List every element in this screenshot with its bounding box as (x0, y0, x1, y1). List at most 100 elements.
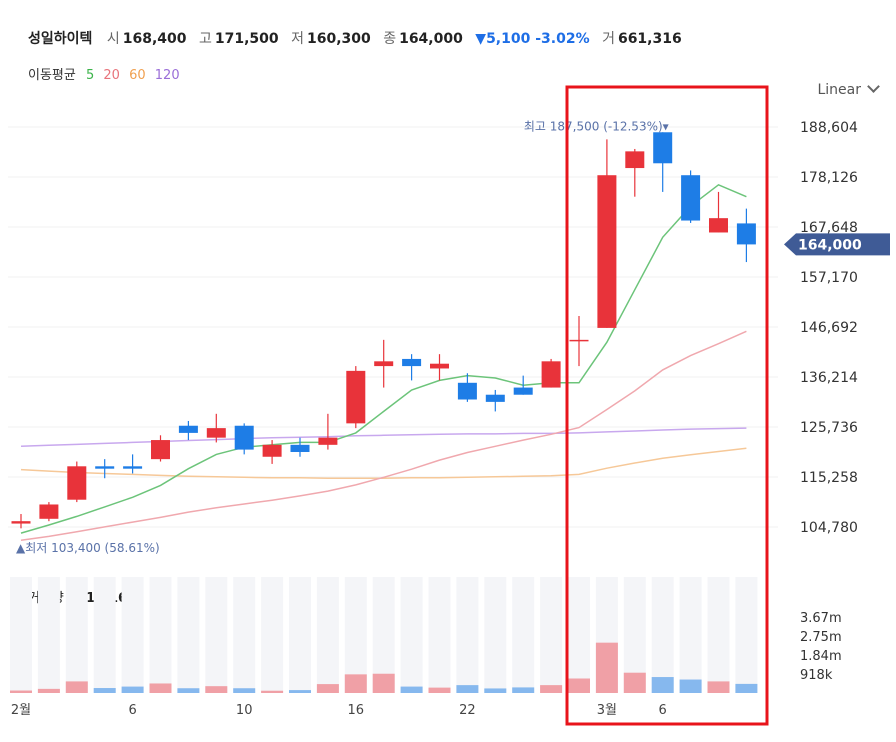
volume-column-bg (233, 577, 256, 693)
price-axis-label: 178,126 (800, 170, 858, 186)
candle-body[interactable] (290, 444, 310, 452)
candle-body[interactable] (95, 466, 115, 469)
highlight-box (565, 85, 769, 726)
volume-column-bg (177, 577, 200, 693)
candle-body[interactable] (67, 466, 87, 500)
candle-body[interactable] (485, 394, 505, 402)
ma-60-legend: 60 (129, 68, 146, 83)
current-price-label: 164,000 (798, 237, 862, 253)
volume-bar[interactable] (233, 688, 256, 693)
price-axis-label: 125,736 (800, 420, 858, 436)
volume-bar[interactable] (205, 686, 228, 693)
volume-column-bg (512, 577, 535, 693)
volume-bar[interactable] (568, 678, 590, 694)
candle-body[interactable] (374, 361, 394, 367)
volume-bar[interactable] (121, 686, 144, 693)
candle-body[interactable] (11, 521, 31, 524)
price-axis-label: 188,604 (800, 120, 858, 136)
candle-body[interactable] (151, 440, 170, 460)
volume-column-bg (10, 577, 32, 693)
x-axis-label: 6 (659, 703, 667, 718)
high-label: 고 (198, 31, 212, 47)
volume-bar[interactable] (484, 688, 507, 693)
volume-bar[interactable] (595, 642, 618, 693)
volume-bar[interactable] (149, 683, 172, 693)
volume-bar[interactable] (316, 684, 339, 693)
candle-body[interactable] (541, 361, 561, 388)
volume-bar[interactable] (707, 681, 730, 693)
volume-column-bg (456, 577, 479, 693)
volume-bar[interactable] (540, 685, 563, 693)
candle-body[interactable] (569, 339, 589, 342)
volume-column-bg (679, 577, 702, 693)
volume-bar[interactable] (679, 679, 702, 693)
volume-bar[interactable] (512, 687, 535, 693)
candle-body[interactable] (513, 387, 533, 395)
candle-body[interactable] (625, 151, 645, 169)
volume-bar[interactable] (456, 685, 479, 693)
open-label: 시 (106, 31, 120, 47)
volume-bar[interactable] (93, 688, 116, 693)
ma-5-legend: 5 (85, 68, 95, 83)
candle-body[interactable] (681, 175, 701, 221)
ma5-line (20, 183, 747, 534)
volume-bar[interactable] (37, 688, 60, 693)
close-label: 종 (383, 31, 397, 47)
ma-20-legend: 20 (103, 68, 120, 83)
volume-column-bg (623, 577, 646, 693)
change-value: ▼5,100 -3.02% (475, 31, 590, 47)
candle-body[interactable] (597, 175, 617, 328)
volume-bar[interactable] (177, 688, 200, 693)
volume-bar[interactable] (344, 674, 367, 693)
volume-bar[interactable] (735, 683, 758, 693)
volume-bar[interactable] (372, 673, 395, 693)
volume-axis-label: 1.84m (800, 649, 842, 664)
volume-bar[interactable] (400, 686, 423, 693)
candle-body[interactable] (736, 223, 756, 245)
volume-column-bg (735, 577, 758, 693)
scale-selector-label: Linear (817, 82, 861, 98)
x-axis-label: 6 (128, 703, 136, 718)
stock-name: 성일하이텍 (28, 31, 93, 47)
candle-body[interactable] (234, 425, 254, 450)
x-axis-label: 22 (459, 703, 476, 718)
volume-bar[interactable] (261, 690, 284, 693)
volume-column-bg (428, 577, 451, 693)
candle-body[interactable] (430, 363, 449, 369)
candle-body[interactable] (653, 132, 673, 164)
ma60-line (20, 447, 747, 479)
moving-average-legend[interactable]: 이동평균 5 20 60 120 (28, 64, 185, 83)
low-value: 160,300 (306, 31, 371, 47)
low-annotation: ▲최저 103,400 (58.61%) (16, 541, 160, 555)
volume-column-bg (540, 577, 563, 693)
volume-column-bg (707, 577, 730, 693)
candle-body[interactable] (402, 358, 422, 367)
scale-selector[interactable]: Linear (817, 80, 880, 98)
volume-column-bg (568, 577, 590, 693)
candle-body[interactable] (262, 444, 282, 457)
volume-bar[interactable] (10, 690, 32, 693)
volume-column-bg (372, 577, 395, 693)
volume-header-label: 거 (602, 31, 615, 47)
ma120-line (20, 427, 747, 448)
price-axis-label: 146,692 (800, 320, 858, 336)
volume-bar[interactable] (623, 672, 646, 693)
price-axis-label: 104,780 (800, 520, 858, 536)
volume-bar[interactable] (651, 677, 674, 693)
volume-bar[interactable] (65, 681, 88, 693)
candle-body[interactable] (457, 382, 477, 400)
candle-body[interactable] (346, 370, 366, 424)
candle-body[interactable] (709, 218, 728, 233)
volume-column-bg (205, 577, 228, 693)
candle-body[interactable] (39, 504, 59, 519)
volume-column-bg (484, 577, 507, 693)
candle-body[interactable] (123, 466, 143, 469)
candle-body[interactable] (206, 428, 226, 438)
volume-bar[interactable] (428, 687, 451, 693)
candle-body[interactable] (318, 437, 338, 445)
candle-body[interactable] (178, 425, 198, 433)
volume-column-bg (344, 577, 367, 693)
moving-average-label: 이동평균 (28, 68, 76, 83)
volume-bar[interactable] (289, 690, 311, 693)
